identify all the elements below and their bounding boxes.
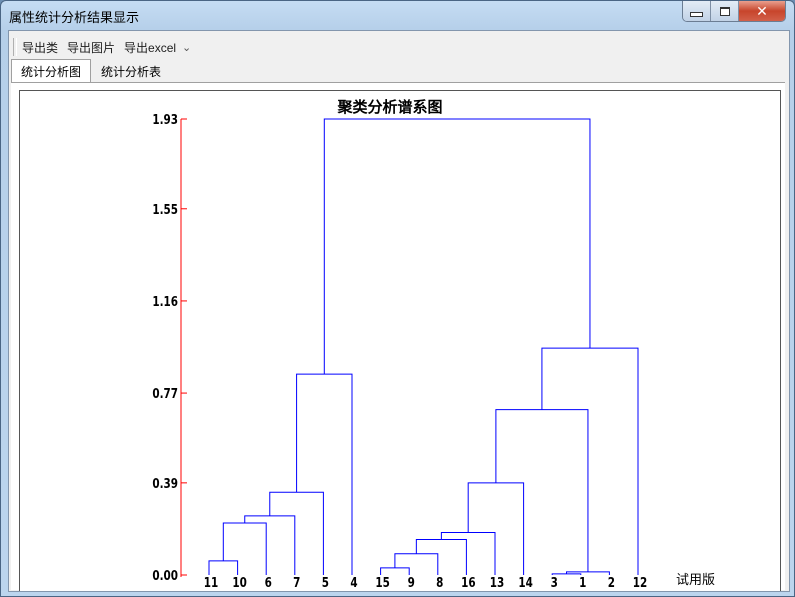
leaf-label: 12 <box>633 575 647 590</box>
y-tick-label: 1.55 <box>152 202 178 217</box>
chart-title: 聚类分析谱系图 <box>336 98 442 116</box>
y-tick-label: 0.00 <box>152 568 178 583</box>
y-tick-label: 1.16 <box>152 294 178 309</box>
dendrogram-link-m10 <box>467 482 525 575</box>
toolbar-grip[interactable] <box>13 38 17 56</box>
dendrogram-link-m15 <box>323 118 591 375</box>
dendrogram-link-m3 <box>244 515 296 575</box>
minimize-button[interactable] <box>683 1 711 21</box>
minimize-icon <box>690 11 703 17</box>
dendrogram-link-m8 <box>415 539 467 575</box>
chart-frame: 聚类分析谱系图 0.00 0.39 0.77 1.16 1.55 1.93 11 10 6 7 5 4 1… <box>19 90 781 591</box>
leaf-label: 16 <box>461 575 475 590</box>
export-image-button[interactable]: 导出图片 <box>67 40 116 55</box>
close-button[interactable]: ✕ <box>739 1 785 21</box>
dendrogram-link-m7 <box>394 553 439 575</box>
toolbar: 导出类 导出图片 导出excel ⌄ <box>13 37 191 57</box>
window-title: 属性统计分析结果显示 <box>9 10 140 25</box>
dendrogram-link-m1 <box>208 560 239 575</box>
tab-analysis-chart[interactable]: 统计分析图 <box>11 59 92 82</box>
y-tick-label: 0.39 <box>152 476 178 491</box>
chevron-down-icon[interactable]: ⌄ <box>182 41 192 54</box>
dendrogram-link-m13 <box>495 409 589 572</box>
leaf-label: 8 <box>436 575 443 590</box>
maximize-icon <box>719 6 730 16</box>
window-controls: ✕ <box>682 1 786 22</box>
close-icon: ✕ <box>756 2 768 19</box>
leaf-label: 11 <box>204 575 218 590</box>
dendrogram-link-m2 <box>222 522 267 575</box>
export-class-button[interactable]: 导出类 <box>22 40 59 55</box>
dendrogram-chart: 聚类分析谱系图 0.00 0.39 0.77 1.16 1.55 1.93 11 10 6 7 5 4 1… <box>152 98 715 590</box>
leaf-label: 9 <box>408 575 415 590</box>
leaf-label: 2 <box>608 575 615 590</box>
leaf-label: 13 <box>490 575 504 590</box>
leaf-label: 14 <box>518 575 532 590</box>
leaf-label: 6 <box>265 575 272 590</box>
leaf-label: 3 <box>551 575 558 590</box>
trial-watermark: 试用版 <box>676 573 715 588</box>
leaf-label: 5 <box>322 575 329 590</box>
maximize-button[interactable] <box>711 1 739 21</box>
leaf-label: 1 <box>579 575 586 590</box>
y-tick-label: 1.93 <box>152 112 178 127</box>
tab-panel: 聚类分析谱系图 0.00 0.39 0.77 1.16 1.55 1.93 11 10 6 7 5 4 1… <box>11 82 785 591</box>
y-tick-label: 0.77 <box>152 386 178 401</box>
dendrogram-link-m9 <box>440 531 496 575</box>
tab-bar: 统计分析图 统计分析表 <box>11 59 171 82</box>
export-excel-button[interactable]: 导出excel <box>124 40 177 55</box>
leaf-label: 15 <box>375 575 389 590</box>
leaf-label: 4 <box>350 575 357 590</box>
client-area: 导出类 导出图片 导出excel ⌄ 统计分析图 统计分析表 聚类分析谱系图 0.… <box>8 30 790 592</box>
dendrogram-link-m14 <box>541 347 639 575</box>
tab-analysis-table[interactable]: 统计分析表 <box>101 65 162 79</box>
dendrogram-link-m4 <box>269 491 324 575</box>
leaf-label: 10 <box>232 575 246 590</box>
leaf-label: 7 <box>293 575 300 590</box>
dendrogram-link-m5 <box>296 373 353 575</box>
